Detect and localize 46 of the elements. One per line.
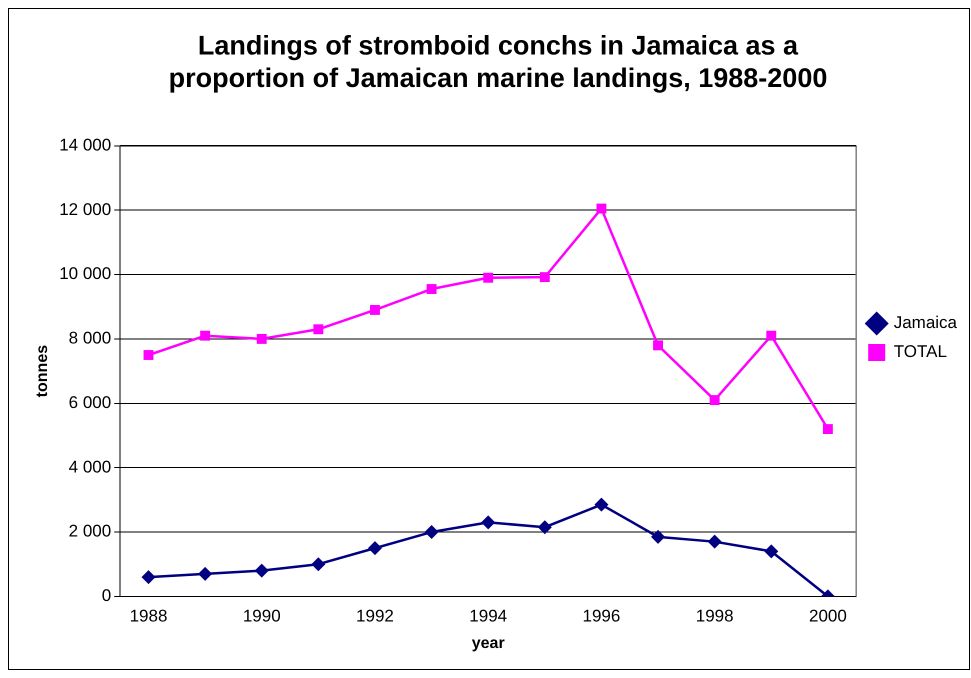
legend-label: TOTAL	[894, 342, 947, 362]
point	[198, 566, 212, 581]
point	[710, 395, 720, 406]
y-tick-label: 2 000	[68, 522, 112, 541]
point	[144, 350, 154, 360]
point	[142, 570, 156, 584]
x-tick-label: 2000	[808, 606, 847, 626]
point	[426, 284, 437, 294]
point	[538, 520, 552, 534]
y-tick-label: 10 000	[59, 264, 112, 284]
point	[766, 330, 776, 341]
x-tick-label: 1988	[130, 606, 168, 626]
point	[822, 424, 833, 434]
point	[540, 272, 550, 282]
y-tick-label: 8 000	[68, 328, 112, 348]
point	[256, 334, 267, 344]
point	[594, 498, 608, 512]
point	[651, 530, 666, 544]
point	[424, 525, 439, 540]
text: proportion of Jamaican marine landings, 1988-2000	[168, 63, 828, 94]
y-tick-label: 6 000	[68, 392, 112, 412]
point	[370, 305, 380, 315]
y-tick-label: 12 000	[59, 200, 112, 219]
point	[483, 272, 494, 283]
point	[481, 515, 496, 530]
text: Landings of stromboid conchs in Jamaica as a	[198, 30, 798, 61]
point	[313, 324, 324, 334]
y-tick-label: 0	[102, 586, 112, 606]
point	[653, 340, 663, 350]
point	[764, 544, 778, 558]
point	[708, 534, 722, 549]
y-tick-label: 14 000	[59, 135, 112, 154]
point	[368, 541, 382, 556]
point	[596, 204, 606, 214]
point	[254, 564, 269, 578]
legend-label: Jamaica	[894, 313, 958, 332]
x-tick-label: 1994	[469, 606, 508, 626]
x-tick-label: 1992	[356, 606, 394, 626]
point	[311, 557, 326, 572]
point	[200, 330, 210, 341]
y-axis-title: tonnes	[34, 344, 52, 398]
x-tick-label: 1996	[582, 606, 620, 626]
x-tick-label: 1998	[696, 606, 734, 626]
y-tick-label: 4 000	[68, 457, 112, 476]
x-tick-label: 1990	[242, 606, 281, 626]
x-axis-title: year	[472, 634, 505, 652]
